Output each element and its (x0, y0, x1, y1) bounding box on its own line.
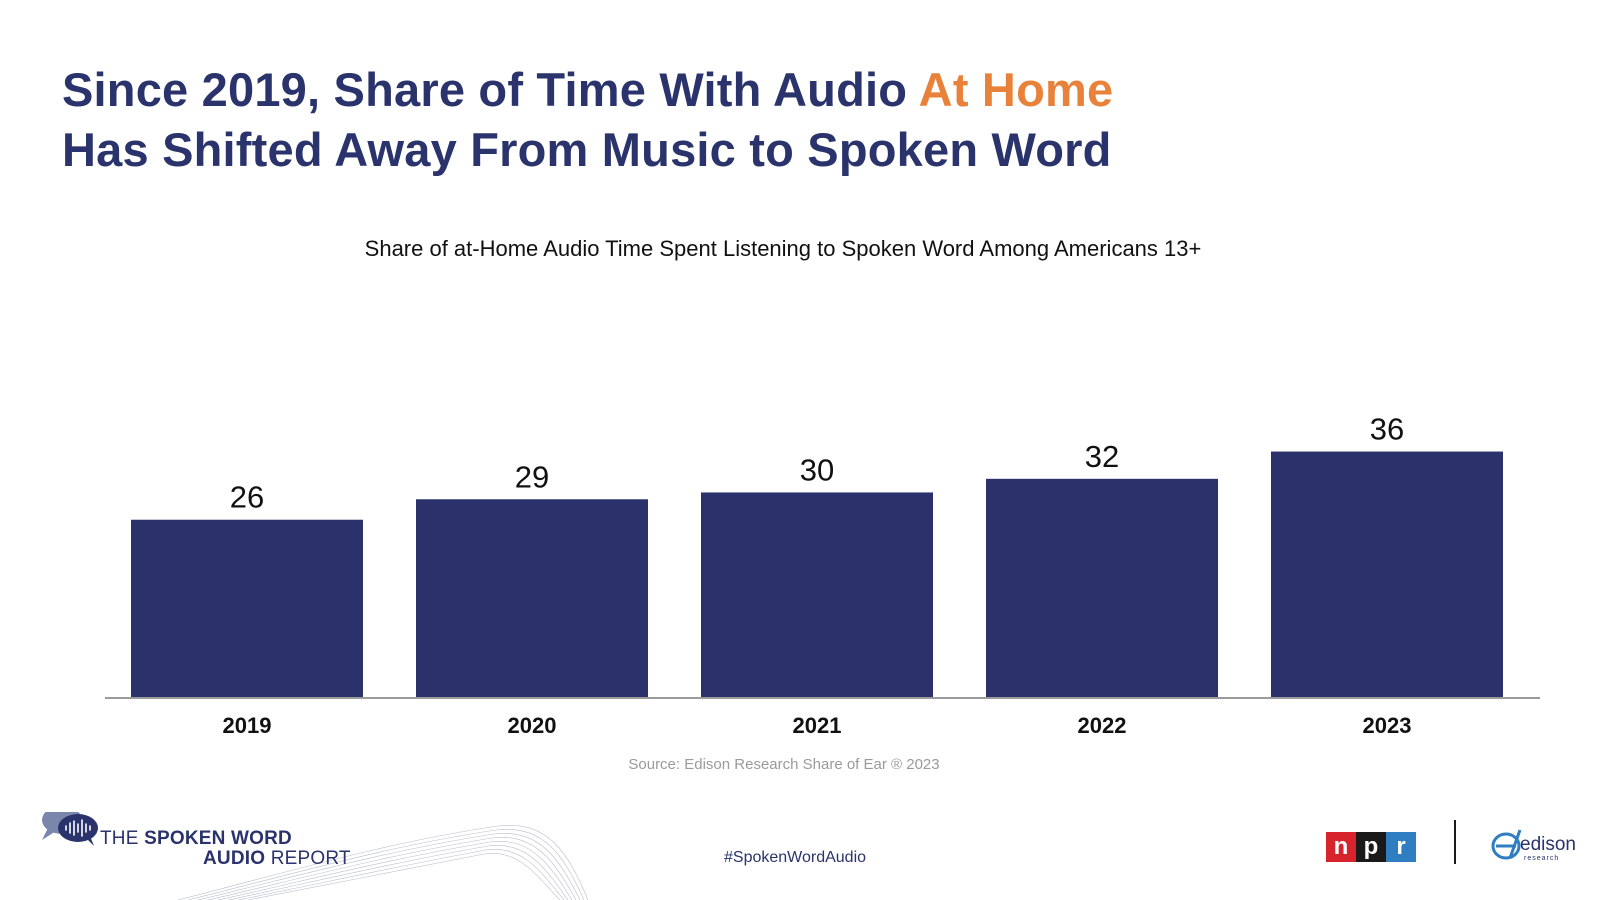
slide-title: Since 2019, Share of Time With Audio At … (62, 60, 1362, 180)
report-title-line-2: AUDIO REPORT (203, 848, 351, 870)
edison-logo-icon (1491, 829, 1522, 860)
bar-2021 (701, 492, 933, 697)
chart-title-text: Share of at-Home Audio Time Spent Listen… (364, 236, 1202, 261)
bar-2022 (986, 478, 1218, 697)
data-label-2022: 32 (1085, 439, 1119, 474)
labels-layer: 26 2019 29 2020 30 2021 32 2022 36 2023 (223, 412, 1412, 738)
npr-letter-p: p (1356, 832, 1386, 862)
data-label-2021: 30 (800, 452, 834, 487)
npr-logo: n p r (1326, 832, 1416, 862)
data-label-2020: 29 (515, 459, 549, 494)
data-label-2023: 36 (1370, 412, 1404, 447)
title-accent-text: At Home (918, 63, 1114, 116)
edison-subtext: research (1524, 855, 1560, 862)
title-line-2: Has Shifted Away From Music to Spoken Wo… (62, 123, 1112, 176)
source-note: Source: Edison Research Share of Ear ® 2… (0, 756, 1602, 773)
logo-divider (1454, 820, 1456, 864)
source-text: Source: Edison Research Share of Ear ® 2… (628, 756, 940, 773)
x-tick-label-2019: 2019 (223, 713, 272, 738)
x-tick-label-2023: 2023 (1363, 713, 1412, 738)
bar-2023 (1271, 451, 1503, 697)
bars-layer (131, 451, 1503, 697)
edison-wordmark: edison (1520, 834, 1576, 855)
report-logo-graphic (42, 812, 588, 900)
report-line-2-bold: AUDIO (203, 848, 266, 869)
data-label-2019: 26 (230, 480, 264, 515)
bar-2019 (131, 519, 363, 697)
title-line-1-text: Since 2019, Share of Time With Audio (62, 63, 919, 116)
title-line-1: Since 2019, Share of Time With Audio At … (62, 60, 1362, 120)
report-line-2-light: REPORT (265, 848, 351, 869)
hashtag: #SpokenWordAudio (724, 849, 867, 866)
waveform-lines-graphic (177, 824, 588, 900)
npr-letter-r: r (1386, 832, 1416, 862)
x-tick-label-2020: 2020 (508, 713, 557, 738)
x-tick-label-2021: 2021 (793, 713, 842, 738)
report-line-1-bold: SPOKEN WORD (144, 828, 292, 849)
report-line-1-light: THE (100, 828, 145, 849)
x-tick-label-2022: 2022 (1078, 713, 1127, 738)
bar-2020 (416, 499, 648, 697)
report-title-line-1: THE SPOKEN WORD (100, 828, 292, 850)
npr-letter-n: n (1326, 832, 1356, 862)
chart-title: Share of at-Home Audio Time Spent Listen… (0, 236, 1602, 262)
speech-bubble-icon (42, 812, 98, 846)
